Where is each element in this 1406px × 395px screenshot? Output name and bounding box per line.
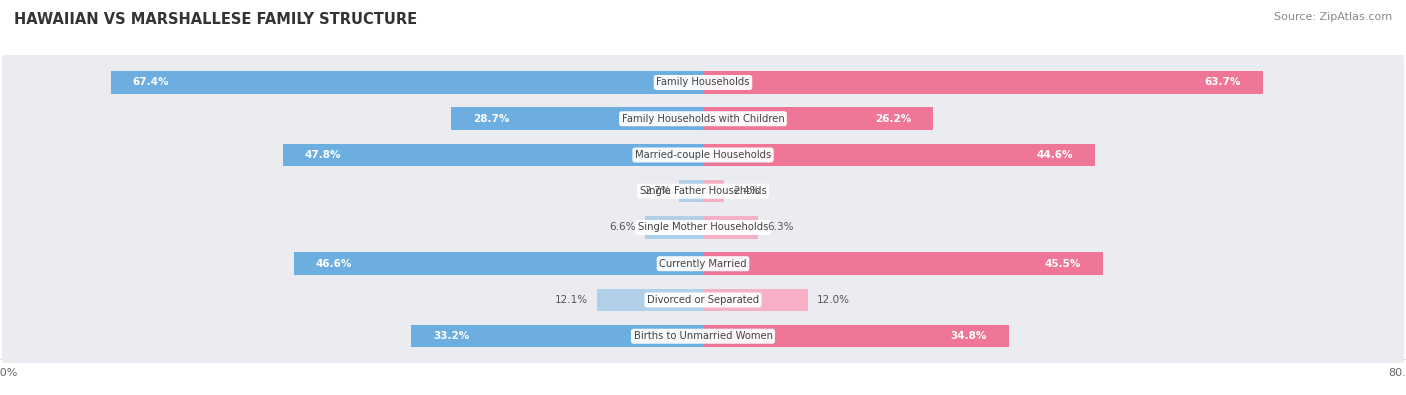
FancyBboxPatch shape [1, 36, 1405, 129]
Text: 45.5%: 45.5% [1045, 259, 1081, 269]
Text: 12.0%: 12.0% [817, 295, 851, 305]
Text: 44.6%: 44.6% [1036, 150, 1073, 160]
FancyBboxPatch shape [1, 108, 1405, 202]
Bar [703, 71, 1263, 94]
FancyBboxPatch shape [1, 217, 1405, 310]
Bar [703, 144, 1095, 166]
Text: 33.2%: 33.2% [433, 331, 470, 341]
Bar [412, 325, 703, 348]
Bar [111, 71, 703, 94]
FancyBboxPatch shape [1, 72, 1405, 166]
Text: HAWAIIAN VS MARSHALLESE FAMILY STRUCTURE: HAWAIIAN VS MARSHALLESE FAMILY STRUCTURE [14, 12, 418, 27]
Text: Births to Unmarried Women: Births to Unmarried Women [634, 331, 772, 341]
Text: 6.3%: 6.3% [768, 222, 793, 233]
Bar [596, 289, 703, 311]
Text: 2.7%: 2.7% [644, 186, 671, 196]
Bar [645, 216, 703, 239]
FancyBboxPatch shape [1, 181, 1405, 274]
Bar [451, 107, 703, 130]
Text: Single Mother Households: Single Mother Households [638, 222, 768, 233]
Bar [283, 144, 703, 166]
Text: Family Households: Family Households [657, 77, 749, 87]
Text: 34.8%: 34.8% [950, 331, 987, 341]
Bar [703, 289, 808, 311]
Text: 47.8%: 47.8% [305, 150, 342, 160]
Bar [679, 180, 703, 203]
FancyBboxPatch shape [1, 145, 1405, 238]
Bar [703, 325, 1010, 348]
Text: 2.4%: 2.4% [733, 186, 759, 196]
Text: 28.7%: 28.7% [472, 114, 509, 124]
Text: Single Father Households: Single Father Households [640, 186, 766, 196]
Bar [703, 180, 724, 203]
Text: 63.7%: 63.7% [1205, 77, 1241, 87]
Bar [703, 107, 934, 130]
Legend: Hawaiian, Marshallese: Hawaiian, Marshallese [607, 391, 799, 395]
Bar [703, 216, 758, 239]
Bar [703, 252, 1102, 275]
Text: 46.6%: 46.6% [315, 259, 352, 269]
FancyBboxPatch shape [1, 290, 1405, 383]
Bar [294, 252, 703, 275]
Text: 12.1%: 12.1% [555, 295, 588, 305]
FancyBboxPatch shape [1, 253, 1405, 347]
Text: 67.4%: 67.4% [132, 77, 169, 87]
Text: 6.6%: 6.6% [610, 222, 637, 233]
Text: Divorced or Separated: Divorced or Separated [647, 295, 759, 305]
Text: Source: ZipAtlas.com: Source: ZipAtlas.com [1274, 12, 1392, 22]
Text: 26.2%: 26.2% [875, 114, 911, 124]
Text: Family Households with Children: Family Households with Children [621, 114, 785, 124]
Text: Married-couple Households: Married-couple Households [636, 150, 770, 160]
Text: Currently Married: Currently Married [659, 259, 747, 269]
